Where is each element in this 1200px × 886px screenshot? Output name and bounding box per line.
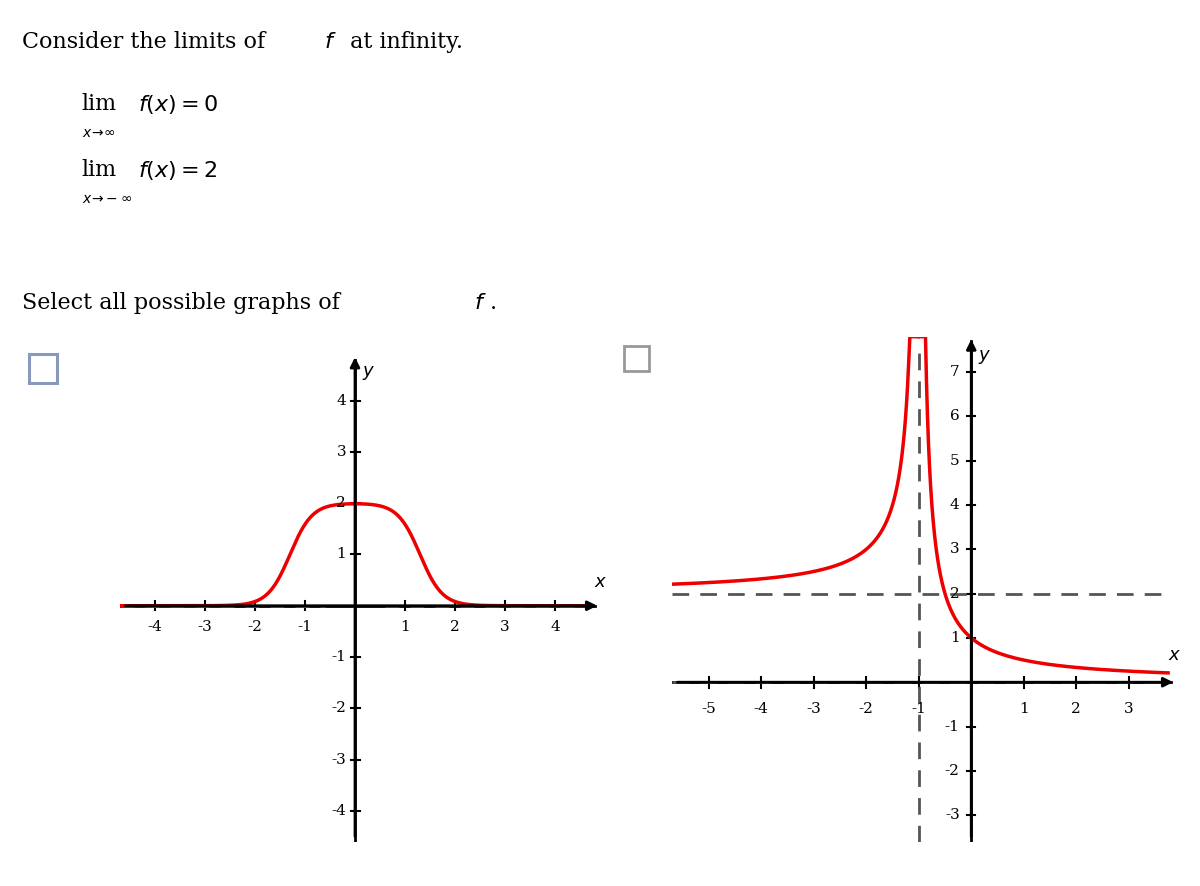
Text: 7: 7 [950,365,960,379]
Text: 3: 3 [500,620,510,634]
Text: at infinity.: at infinity. [343,31,463,53]
Text: 4: 4 [950,498,960,512]
Text: -1: -1 [331,650,346,664]
Text: 2: 2 [450,620,460,634]
Text: $x\!\to\!-\infty$: $x\!\to\!-\infty$ [82,192,132,206]
Text: Select all possible graphs of: Select all possible graphs of [22,292,347,315]
Text: 2: 2 [1072,702,1081,716]
Text: 3: 3 [950,542,960,556]
Text: 4: 4 [336,393,346,408]
Text: $f$: $f$ [474,292,487,315]
Text: -1: -1 [298,620,312,634]
Text: lim: lim [82,93,116,115]
Text: -4: -4 [331,804,346,818]
Text: $x$: $x$ [594,573,607,591]
Text: -3: -3 [806,702,821,716]
Text: 3: 3 [336,445,346,459]
Text: 4: 4 [550,620,560,634]
Text: 6: 6 [950,409,960,424]
Text: -3: -3 [944,808,960,822]
Text: -1: -1 [911,702,926,716]
Text: 1: 1 [950,631,960,645]
Text: 1: 1 [400,620,410,634]
Bar [624,346,649,371]
Text: -3: -3 [198,620,212,634]
Text: 1: 1 [336,548,346,562]
Text: -1: -1 [944,719,960,734]
Text: -3: -3 [331,752,346,766]
Text: $x\!\to\!\infty$: $x\!\to\!\infty$ [82,126,115,140]
Text: lim: lim [82,159,116,182]
Text: 2: 2 [950,587,960,601]
Bar [29,354,58,383]
Text: $f(x) = 0$: $f(x) = 0$ [138,93,218,116]
Text: $f(x) = 2$: $f(x) = 2$ [138,159,217,183]
Text: Consider the limits of: Consider the limits of [22,31,272,53]
Text: -2: -2 [944,764,960,778]
Text: 2: 2 [336,496,346,510]
Text: -2: -2 [331,702,346,715]
Text: -4: -4 [754,702,769,716]
Text: 1: 1 [1019,702,1028,716]
Text: $y$: $y$ [978,348,991,366]
Text: 5: 5 [950,454,960,468]
Text: -4: -4 [148,620,162,634]
Text: 3: 3 [1124,702,1134,716]
Text: -5: -5 [701,702,716,716]
Text: $f$: $f$ [324,31,337,53]
Text: $y$: $y$ [361,363,374,382]
Text: .: . [490,292,497,315]
Text: -2: -2 [859,702,874,716]
Text: -2: -2 [247,620,263,634]
Text: $x$: $x$ [1168,647,1181,664]
